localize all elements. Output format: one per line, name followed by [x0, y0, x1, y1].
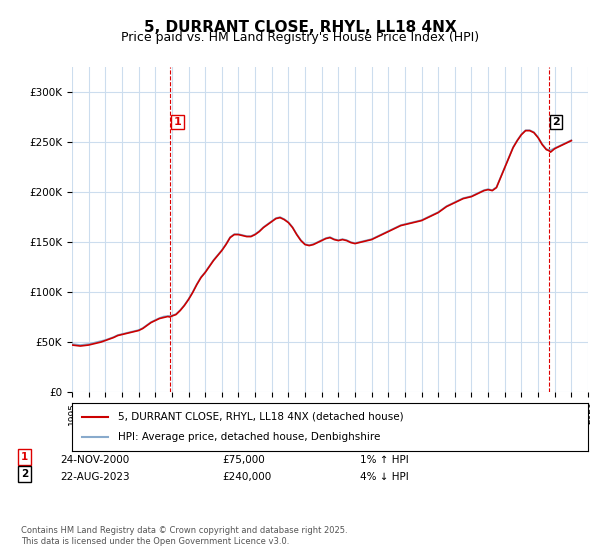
Text: 24-NOV-2000: 24-NOV-2000 — [60, 455, 129, 465]
Text: 22-AUG-2023: 22-AUG-2023 — [60, 472, 130, 482]
Text: 2: 2 — [21, 469, 28, 479]
Text: £75,000: £75,000 — [222, 455, 265, 465]
Text: Contains HM Land Registry data © Crown copyright and database right 2025.
This d: Contains HM Land Registry data © Crown c… — [21, 526, 347, 546]
Text: HPI: Average price, detached house, Denbighshire: HPI: Average price, detached house, Denb… — [118, 432, 381, 442]
Text: Price paid vs. HM Land Registry's House Price Index (HPI): Price paid vs. HM Land Registry's House … — [121, 31, 479, 44]
Text: 5, DURRANT CLOSE, RHYL, LL18 4NX (detached house): 5, DURRANT CLOSE, RHYL, LL18 4NX (detach… — [118, 412, 404, 422]
Text: 1: 1 — [21, 452, 28, 463]
Text: 2: 2 — [552, 117, 560, 127]
Text: 5, DURRANT CLOSE, RHYL, LL18 4NX: 5, DURRANT CLOSE, RHYL, LL18 4NX — [143, 20, 457, 35]
Text: 1: 1 — [173, 117, 181, 127]
Text: £240,000: £240,000 — [222, 472, 271, 482]
Text: 4% ↓ HPI: 4% ↓ HPI — [360, 472, 409, 482]
Text: 1% ↑ HPI: 1% ↑ HPI — [360, 455, 409, 465]
